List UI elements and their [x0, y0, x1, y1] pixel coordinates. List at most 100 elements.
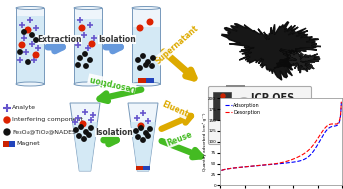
- Circle shape: [88, 58, 92, 62]
- Bar: [9, 141, 15, 147]
- Bar: [16, 16, 44, 84]
- Circle shape: [77, 134, 81, 138]
- Ellipse shape: [74, 82, 102, 86]
- Circle shape: [146, 134, 150, 138]
- Adsorption: [339, 101, 343, 104]
- Circle shape: [151, 56, 155, 60]
- Circle shape: [139, 126, 143, 130]
- Polygon shape: [70, 103, 100, 171]
- Desorption: [251, 165, 256, 167]
- Text: Supernatant: Supernatant: [154, 23, 200, 66]
- Circle shape: [22, 30, 26, 34]
- Adsorption: [242, 166, 246, 168]
- Circle shape: [19, 42, 25, 48]
- Desorption: [224, 168, 228, 170]
- Desorption: [227, 168, 231, 170]
- Circle shape: [76, 63, 80, 67]
- Circle shape: [80, 121, 86, 127]
- Circle shape: [150, 64, 154, 68]
- Circle shape: [4, 117, 10, 123]
- Circle shape: [25, 27, 31, 33]
- Bar: [143, 166, 150, 170]
- Circle shape: [144, 63, 148, 67]
- Text: Isolation: Isolation: [98, 35, 136, 44]
- Circle shape: [79, 25, 85, 31]
- Desorption: [242, 166, 246, 168]
- Desorption: [339, 101, 343, 103]
- Bar: [132, 27, 159, 84]
- Text: Reuse: Reuse: [166, 130, 193, 148]
- Text: Analyte: Analyte: [12, 105, 36, 111]
- Circle shape: [26, 60, 30, 64]
- Polygon shape: [128, 103, 158, 171]
- Desorption: [333, 123, 338, 125]
- Bar: [16, 8, 44, 84]
- Adsorption: [333, 125, 338, 127]
- Y-axis label: Quantity adsorbed (cm³ g⁻¹): Quantity adsorbed (cm³ g⁻¹): [202, 112, 207, 171]
- Text: Extraction: Extraction: [37, 35, 81, 44]
- Circle shape: [146, 60, 150, 64]
- Circle shape: [84, 64, 88, 68]
- Line: Adsorption: Adsorption: [222, 103, 341, 170]
- Desorption: [329, 123, 333, 125]
- Circle shape: [221, 94, 225, 98]
- Adsorption: [220, 169, 224, 172]
- Circle shape: [148, 127, 152, 131]
- Circle shape: [136, 58, 140, 62]
- Bar: [74, 8, 102, 84]
- Circle shape: [84, 130, 88, 134]
- Circle shape: [78, 56, 82, 60]
- Circle shape: [30, 33, 34, 37]
- Polygon shape: [222, 22, 321, 80]
- Bar: [3, 141, 9, 147]
- Legend: Adsorption, Desorption: Adsorption, Desorption: [223, 101, 262, 117]
- Text: Eluent: Eluent: [160, 100, 189, 119]
- Text: Magnet: Magnet: [16, 142, 40, 146]
- Bar: [132, 8, 160, 84]
- Circle shape: [138, 66, 142, 70]
- Desorption: [220, 169, 224, 172]
- Circle shape: [134, 129, 138, 133]
- Circle shape: [83, 52, 87, 56]
- Circle shape: [18, 50, 22, 54]
- Bar: [74, 19, 102, 84]
- Circle shape: [82, 137, 86, 141]
- Circle shape: [232, 98, 256, 122]
- Circle shape: [89, 126, 93, 130]
- Circle shape: [4, 129, 10, 135]
- Text: Desorption: Desorption: [88, 74, 137, 93]
- Circle shape: [147, 19, 153, 25]
- Bar: [146, 78, 154, 83]
- Circle shape: [236, 102, 252, 118]
- Text: Interfering component: Interfering component: [12, 118, 83, 122]
- Adsorption: [227, 168, 231, 170]
- Adsorption: [329, 126, 333, 128]
- Ellipse shape: [16, 82, 44, 86]
- Circle shape: [137, 25, 143, 31]
- Text: ICP OES: ICP OES: [251, 93, 295, 103]
- Circle shape: [74, 128, 78, 132]
- Polygon shape: [73, 122, 97, 171]
- Circle shape: [79, 125, 83, 129]
- Bar: [213, 92, 231, 120]
- Circle shape: [141, 138, 145, 142]
- Circle shape: [136, 135, 140, 139]
- Bar: [260, 106, 290, 110]
- Adsorption: [251, 165, 256, 167]
- Ellipse shape: [74, 6, 102, 9]
- Circle shape: [87, 133, 91, 137]
- Text: Fe₃O₄@TiO₂@NADES: Fe₃O₄@TiO₂@NADES: [12, 129, 76, 135]
- Polygon shape: [274, 50, 320, 73]
- Ellipse shape: [132, 6, 160, 9]
- Line: Desorption: Desorption: [222, 102, 341, 170]
- Ellipse shape: [132, 82, 160, 86]
- Circle shape: [33, 52, 39, 58]
- Circle shape: [144, 131, 148, 135]
- Circle shape: [138, 123, 144, 129]
- Circle shape: [89, 41, 95, 47]
- FancyBboxPatch shape: [209, 87, 311, 145]
- Text: Isolation: Isolation: [95, 128, 133, 137]
- Bar: [136, 166, 143, 170]
- Ellipse shape: [16, 6, 44, 9]
- Adsorption: [224, 168, 228, 170]
